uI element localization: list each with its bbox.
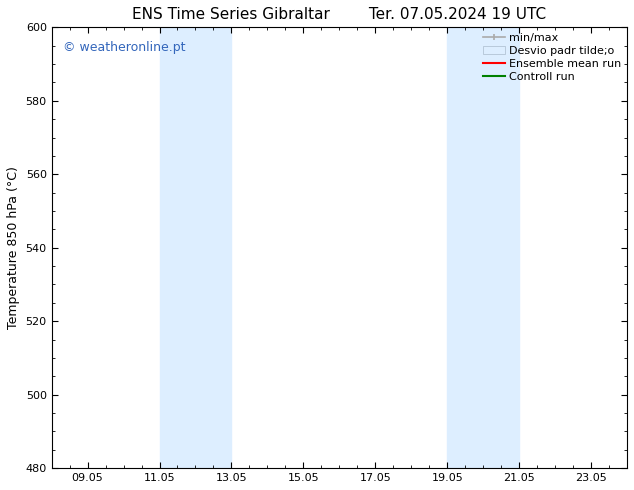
- Text: © weatheronline.pt: © weatheronline.pt: [63, 41, 186, 53]
- Bar: [160, 27, 231, 468]
- Legend: min/max, Desvio padr tilde;o, Ensemble mean run, Controll run: min/max, Desvio padr tilde;o, Ensemble m…: [481, 30, 624, 84]
- Y-axis label: Temperature 850 hPa (°C): Temperature 850 hPa (°C): [7, 166, 20, 329]
- Bar: [447, 27, 519, 468]
- Title: ENS Time Series Gibraltar        Ter. 07.05.2024 19 UTC: ENS Time Series Gibraltar Ter. 07.05.202…: [133, 7, 547, 22]
